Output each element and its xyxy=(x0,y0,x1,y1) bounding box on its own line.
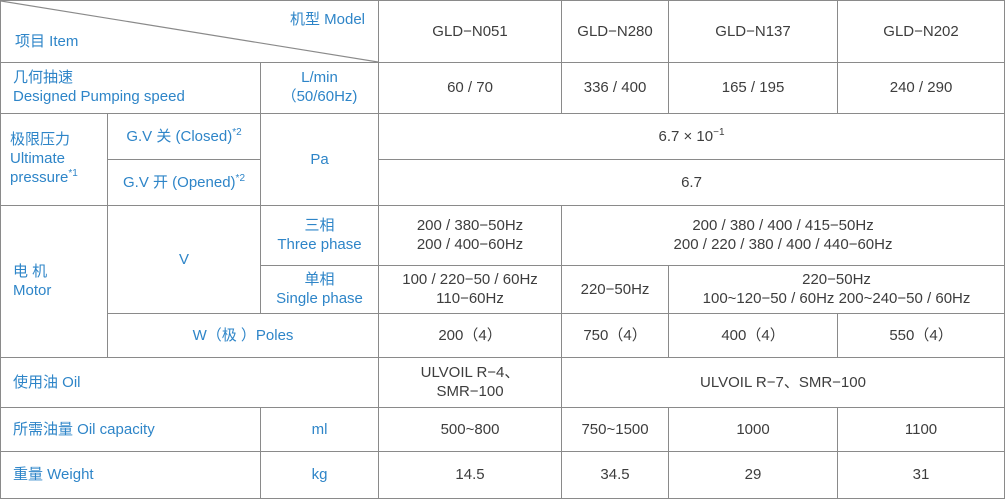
gv-closed-label: G.V 关 (Closed)*2 xyxy=(107,113,261,160)
model-name-cell: GLD−N051 xyxy=(378,0,563,63)
row-label-weight: 重量 Weight xyxy=(0,451,261,499)
pressure-closed-value: 6.7 × 10−1 xyxy=(378,113,1006,160)
gv-opened-label: G.V 开 (Opened)*2 xyxy=(107,159,261,206)
row-label-ultimate-pressure: 极限压力 Ultimate pressure*1 xyxy=(0,113,108,206)
weight-value: 29 xyxy=(668,451,839,499)
unit-cell-voltage: V xyxy=(107,205,261,314)
three-phase-value-rest: 200 / 380 / 400 / 415−50Hz 200 / 220 / 3… xyxy=(561,205,1006,266)
label-en: Ultimate xyxy=(10,150,66,168)
pumping-speed-value: 60 / 70 xyxy=(378,62,563,114)
label-en: pressure*1 xyxy=(10,167,78,186)
pumping-speed-value: 165 / 195 xyxy=(668,62,839,114)
model-name-cell: GLD−N280 xyxy=(561,0,670,63)
footnote-marker: *2 xyxy=(235,172,245,184)
single-phase-value-n280: 220−50Hz xyxy=(561,265,670,314)
oil-capacity-value: 750~1500 xyxy=(561,407,670,452)
weight-value: 31 xyxy=(837,451,1006,499)
row-label-pumping-speed: 几何抽速 Designed Pumping speed xyxy=(0,62,261,114)
unit-cell-pa: Pa xyxy=(259,113,380,206)
oil-value-rest: ULVOIL R−7、SMR−100 xyxy=(561,357,1006,408)
single-phase-value-n051: 100 / 220−50 / 60Hz 110−60Hz xyxy=(378,265,563,314)
unit-cell-lmin: L/min （50/60Hz) xyxy=(259,62,380,114)
pressure-opened-value: 6.7 xyxy=(378,159,1006,206)
label-cn: 电 机 xyxy=(13,262,48,280)
poles-value: 200（4） xyxy=(378,313,563,358)
oil-capacity-value: 500~800 xyxy=(378,407,563,452)
label-cn: 几何抽速 xyxy=(13,69,74,87)
weight-value: 14.5 xyxy=(378,451,563,499)
unit-cell-kg: kg xyxy=(259,451,380,499)
pumping-speed-value: 336 / 400 xyxy=(561,62,670,114)
single-phase-value-rest: 220−50Hz 100~120−50 / 60Hz 200~240−50 / … xyxy=(668,265,1006,314)
oil-capacity-value: 1100 xyxy=(837,407,1006,452)
oil-capacity-value: 1000 xyxy=(668,407,839,452)
model-header-label: 机型 Model xyxy=(289,11,366,28)
footnote-marker: *1 xyxy=(68,167,78,179)
item-header-label: 项目 Item xyxy=(15,33,79,51)
diagonal-divider-line xyxy=(1,1,378,62)
oil-value-n051: ULVOIL R−4、 SMR−100 xyxy=(378,357,563,408)
row-label-oil: 使用油 Oil xyxy=(0,357,380,408)
single-phase-label: 单相 Single phase xyxy=(259,265,380,314)
label-cn: 极限压力 xyxy=(10,131,71,149)
weight-value: 34.5 xyxy=(561,451,670,499)
poles-value: 550（4） xyxy=(837,313,1006,358)
model-name-cell: GLD−N137 xyxy=(668,0,839,63)
header-corner-cell: 机型 Model 项目 Item xyxy=(0,0,380,63)
row-label-oil-capacity: 所需油量 Oil capacity xyxy=(0,407,261,452)
poles-value: 400（4） xyxy=(668,313,839,358)
three-phase-label: 三相 Three phase xyxy=(259,205,380,266)
row-label-motor: 电 机 Motor xyxy=(0,205,108,358)
label-en: Designed Pumping speed xyxy=(13,88,185,105)
label-en: Motor xyxy=(13,281,52,299)
footnote-marker: *2 xyxy=(232,126,242,138)
pumping-speed-value: 240 / 290 xyxy=(837,62,1006,114)
unit-cell-ml: ml xyxy=(259,407,380,452)
model-name-cell: GLD−N202 xyxy=(837,0,1006,63)
poles-label: W（极 ）Poles xyxy=(106,313,380,358)
three-phase-value-n051: 200 / 380−50Hz 200 / 400−60Hz xyxy=(378,205,563,266)
poles-value: 750（4） xyxy=(561,313,670,358)
